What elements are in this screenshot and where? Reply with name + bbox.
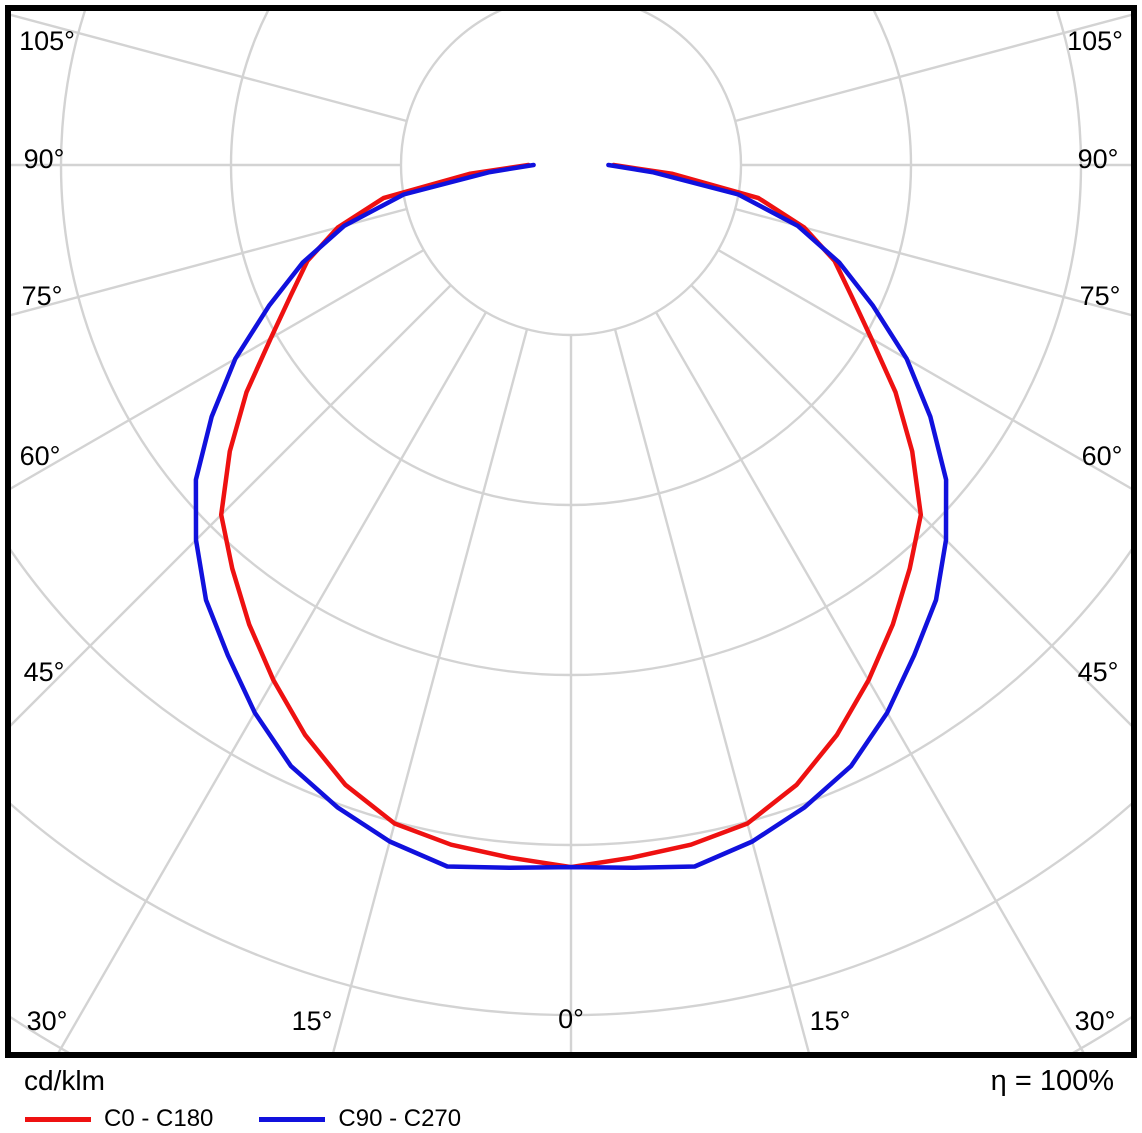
angle-label: 0°: [558, 1004, 584, 1034]
grid-ray: [57, 311, 488, 1052]
grid-ray: [734, 13, 1131, 123]
grid-ring: [399, 11, 743, 337]
polar-intensity-chart: 105° 90° 75° 60° 45° 30° 15° 0° 15° 30° 45° 60° 75° 9…: [5, 5, 1137, 1058]
legend: C0 - C180 C90 - C270: [0, 1098, 1142, 1133]
angle-label: 105°: [19, 26, 75, 56]
curve-c90-c270: [193, 162, 949, 871]
grid-ray: [11, 207, 408, 317]
legend-label-c0-c180: C0 - C180: [104, 1105, 214, 1132]
plot-border: [5, 5, 1137, 1058]
angle-label: 75°: [22, 281, 63, 311]
angle-label: 45°: [1078, 657, 1119, 687]
legend-line-red: [25, 1116, 91, 1122]
curves-layer: [193, 162, 949, 871]
footer-labels-row: cd/klm η = 100%: [0, 1063, 1142, 1098]
grid-ray: [11, 13, 408, 123]
grid-ray: [690, 284, 1131, 727]
grid-ray: [332, 328, 529, 1052]
grid-ray: [734, 207, 1131, 317]
angle-label: 90°: [24, 144, 65, 174]
grid-ray: [11, 284, 452, 727]
angle-label: 45°: [24, 657, 65, 687]
angle-label: 60°: [20, 441, 61, 471]
angle-label: 30°: [1075, 1006, 1116, 1036]
legend-item-c90-c270: C90 - C270: [259, 1105, 461, 1133]
grid-ray: [11, 248, 425, 490]
grid-ray: [654, 311, 1085, 1052]
angle-label: 60°: [1082, 441, 1123, 471]
polar-grid: [11, 11, 1131, 1052]
angle-label: 75°: [1080, 281, 1121, 311]
polar-plot-frame: 105° 90° 75° 60° 45° 30° 15° 0° 15° 30° 45° 60° 75° 9…: [5, 5, 1137, 1058]
legend-label-c90-c270: C90 - C270: [338, 1105, 462, 1132]
chart-footer: cd/klm η = 100% C0 - C180 C90 - C270: [0, 1063, 1142, 1132]
unit-label: cd/klm: [24, 1065, 105, 1096]
angle-label: 30°: [27, 1006, 68, 1036]
angle-label: 15°: [292, 1006, 333, 1036]
efficiency-label: η = 100%: [990, 1065, 1114, 1097]
grid-ray: [717, 248, 1131, 490]
angle-label: 15°: [810, 1006, 851, 1036]
angle-label: 105°: [1067, 26, 1123, 56]
legend-line-blue: [259, 1116, 326, 1122]
legend-item-c0-c180: C0 - C180: [25, 1105, 213, 1133]
angle-label: 90°: [1078, 144, 1119, 174]
grid-ray: [613, 328, 810, 1052]
